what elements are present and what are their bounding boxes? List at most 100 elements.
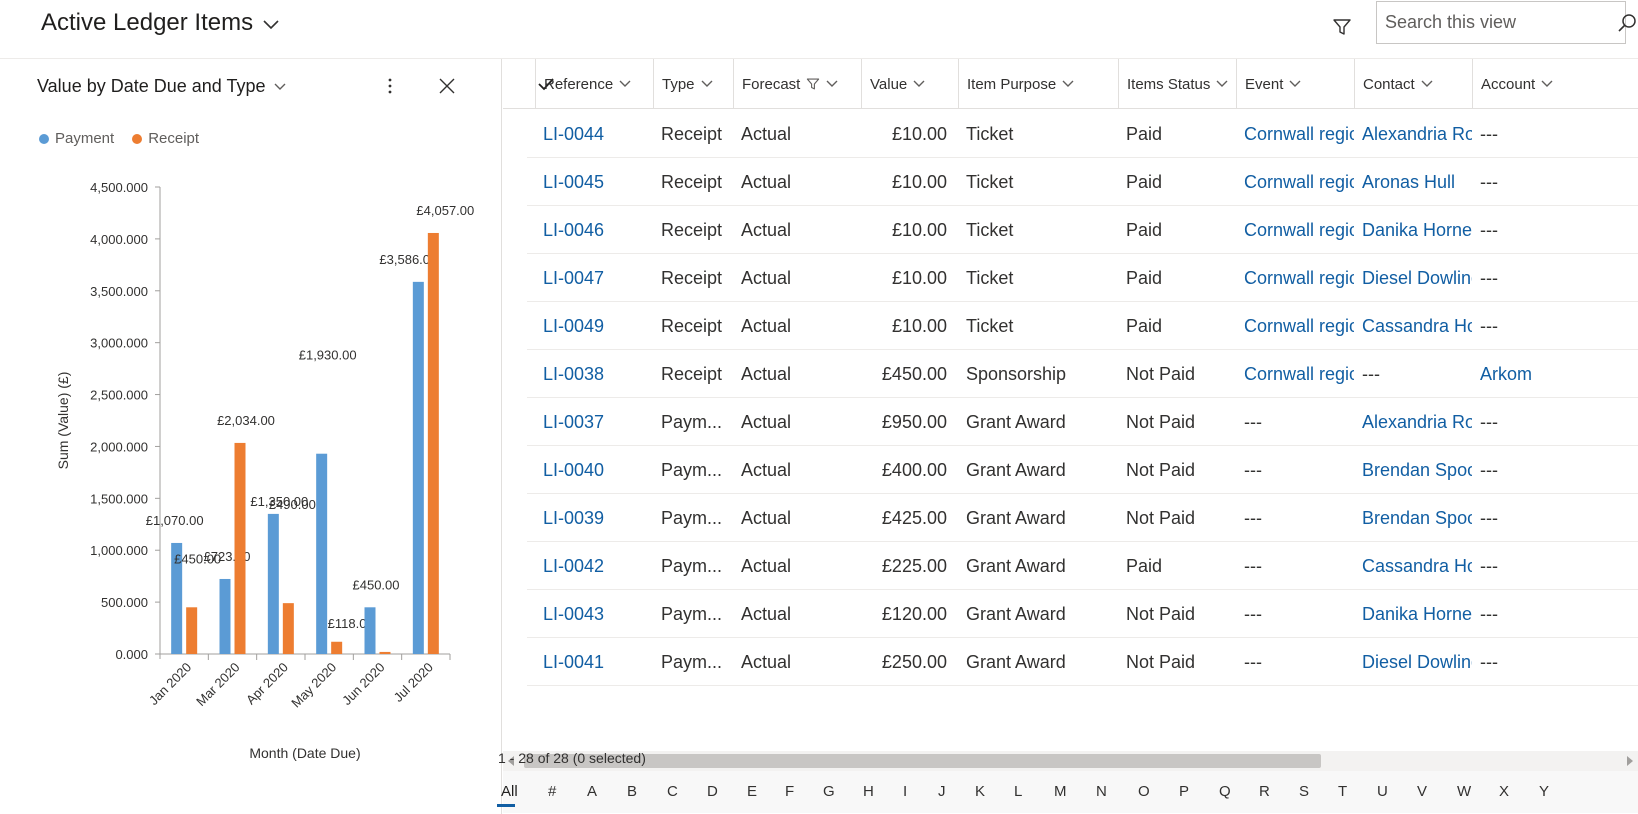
jump-letter[interactable]: R [1259, 783, 1270, 800]
chart-selector[interactable]: Value by Date Due and Type [37, 76, 286, 97]
filter-button[interactable] [1327, 12, 1357, 42]
jump-all[interactable]: All [501, 783, 518, 800]
table-row[interactable]: LI-0039 Paym... Actual £425.00 Grant Award No… [527, 494, 1638, 542]
reference-column-header[interactable]: Reference [535, 59, 653, 109]
event-link[interactable]: Cornwall regional [1244, 364, 1354, 384]
items-status-column-header[interactable]: Items Status [1118, 59, 1236, 109]
jump-letter[interactable]: J [938, 783, 946, 800]
jump-letter[interactable]: N [1096, 783, 1107, 800]
contact-link[interactable]: Brendan Spooner [1362, 460, 1472, 480]
reference-link[interactable]: LI-0038 [543, 364, 605, 384]
search-button[interactable] [1617, 5, 1637, 41]
event-link[interactable]: Cornwall regional [1244, 316, 1354, 336]
reference-link[interactable]: LI-0040 [543, 460, 605, 480]
jump-letter[interactable]: B [627, 783, 638, 800]
jump-letter[interactable]: P [1179, 783, 1190, 800]
chart-close-button[interactable] [434, 73, 460, 99]
scrollbar-thumb[interactable] [524, 754, 1321, 768]
reference-link[interactable]: LI-0044 [543, 124, 605, 144]
table-row[interactable]: LI-0040 Paym... Actual £400.00 Grant Award No… [527, 446, 1638, 494]
chevron-down-icon [1421, 80, 1433, 87]
forecast-cell: Actual [741, 124, 792, 144]
forecast-column-header[interactable]: Forecast [733, 59, 861, 109]
jump-letter[interactable]: M [1054, 783, 1067, 800]
jump-letter[interactable]: V [1417, 783, 1428, 800]
jump-letter[interactable]: C [667, 783, 678, 800]
reference-link[interactable]: LI-0047 [543, 268, 605, 288]
y-tick-label: 4,500.000 [90, 180, 148, 195]
contact-link[interactable]: Diesel Dowling [1362, 652, 1472, 672]
jump-letter[interactable]: L [1014, 783, 1023, 800]
jump-letter[interactable]: F [785, 783, 795, 800]
table-row[interactable]: LI-0042 Paym... Actual £225.00 Grant Award Pa… [527, 542, 1638, 590]
contact-column-header[interactable]: Contact [1354, 59, 1472, 109]
select-all-checkbox[interactable] [535, 73, 557, 95]
jump-letter[interactable]: Y [1539, 783, 1550, 800]
account-link[interactable]: Arkom [1480, 364, 1533, 384]
chart-more-button[interactable] [378, 73, 402, 99]
reference-link[interactable]: LI-0046 [543, 220, 605, 240]
jump-letter[interactable]: O [1138, 783, 1150, 800]
scroll-right-icon[interactable] [1626, 755, 1634, 767]
reference-link[interactable]: LI-0037 [543, 412, 605, 432]
type-column-header[interactable]: Type [653, 59, 733, 109]
legend-item-receipt[interactable]: Receipt [132, 130, 199, 147]
jump-letter[interactable]: # [548, 783, 557, 800]
event-link[interactable]: Cornwall regional [1244, 268, 1354, 288]
legend-label: Receipt [148, 130, 200, 147]
jump-letter[interactable]: K [975, 783, 986, 800]
table-row[interactable]: LI-0049 Receipt Actual £10.00 Ticket Paid Corn… [527, 302, 1638, 350]
contact-link[interactable]: Alexandria Robinson [1362, 412, 1472, 432]
contact-link[interactable]: Aronas Hull [1362, 172, 1456, 192]
jump-letter[interactable]: D [707, 783, 718, 800]
jump-letter[interactable]: S [1299, 783, 1310, 800]
table-row[interactable]: LI-0037 Paym... Actual £950.00 Grant Award No… [527, 398, 1638, 446]
reference-link[interactable]: LI-0041 [543, 652, 605, 672]
reference-link[interactable]: LI-0039 [543, 508, 605, 528]
account-link: --- [1480, 460, 1498, 480]
reference-link[interactable]: LI-0049 [543, 316, 605, 336]
contact-link[interactable]: Danika Horner. [1362, 220, 1472, 240]
jump-letter[interactable]: X [1499, 783, 1510, 800]
view-selector[interactable]: Active Ledger Items [41, 9, 279, 37]
type-cell: Paym... [661, 604, 723, 624]
data-label: £3,586.00 [379, 252, 437, 267]
scroll-left-icon[interactable] [507, 755, 515, 767]
jump-letter[interactable]: W [1457, 783, 1472, 800]
jump-letter[interactable]: A [587, 783, 598, 800]
event-link[interactable]: Cornwall regional [1244, 124, 1354, 144]
jump-letter[interactable]: G [823, 783, 835, 800]
table-row[interactable]: LI-0038 Receipt Actual £450.00 Sponsorship No… [527, 350, 1638, 398]
item-purpose-column-header[interactable]: Item Purpose [958, 59, 1118, 109]
jump-letter[interactable]: E [747, 783, 758, 800]
contact-link[interactable]: Brendan Spooner [1362, 508, 1472, 528]
jump-letter[interactable]: T [1338, 783, 1348, 800]
reference-link[interactable]: LI-0043 [543, 604, 605, 624]
table-row[interactable]: LI-0043 Paym... Actual £120.00 Grant Award No… [527, 590, 1638, 638]
reference-link[interactable]: LI-0045 [543, 172, 605, 192]
table-row[interactable]: LI-0041 Paym... Actual £250.00 Grant Award No… [527, 638, 1638, 686]
reference-link[interactable]: LI-0042 [543, 556, 605, 576]
event-link[interactable]: Cornwall regional [1244, 220, 1354, 240]
event-column-header[interactable]: Event [1236, 59, 1354, 109]
table-row[interactable]: LI-0045 Receipt Actual £10.00 Ticket Paid Corn… [527, 158, 1638, 206]
account-column-header[interactable]: Account [1472, 59, 1638, 109]
contact-link[interactable]: Diesel Dowling [1362, 268, 1472, 288]
horizontal-scrollbar[interactable] [503, 751, 1638, 771]
jump-letter[interactable]: Q [1219, 783, 1231, 800]
jump-letter[interactable]: I [903, 783, 908, 800]
search-input[interactable] [1377, 2, 1617, 43]
table-row[interactable]: LI-0046 Receipt Actual £10.00 Ticket Paid Corn… [527, 206, 1638, 254]
legend-item-payment[interactable]: Payment [39, 130, 114, 147]
table-row[interactable]: LI-0047 Receipt Actual £10.00 Ticket Paid Corn… [527, 254, 1638, 302]
value-column-header[interactable]: Value [861, 59, 958, 109]
jump-letter[interactable]: U [1377, 783, 1388, 800]
table-row[interactable]: LI-0044 Receipt Actual £10.00 Ticket Paid Corn… [527, 110, 1638, 158]
contact-link[interactable]: Alexandria Robinson [1362, 124, 1472, 144]
view-title: Active Ledger Items [41, 9, 254, 36]
event-link[interactable]: Cornwall regional [1244, 172, 1354, 192]
contact-link[interactable]: Cassandra Houston [1362, 556, 1472, 576]
jump-letter[interactable]: H [863, 783, 874, 800]
contact-link[interactable]: Danika Horner. [1362, 604, 1472, 624]
contact-link[interactable]: Cassandra Houston [1362, 316, 1472, 336]
